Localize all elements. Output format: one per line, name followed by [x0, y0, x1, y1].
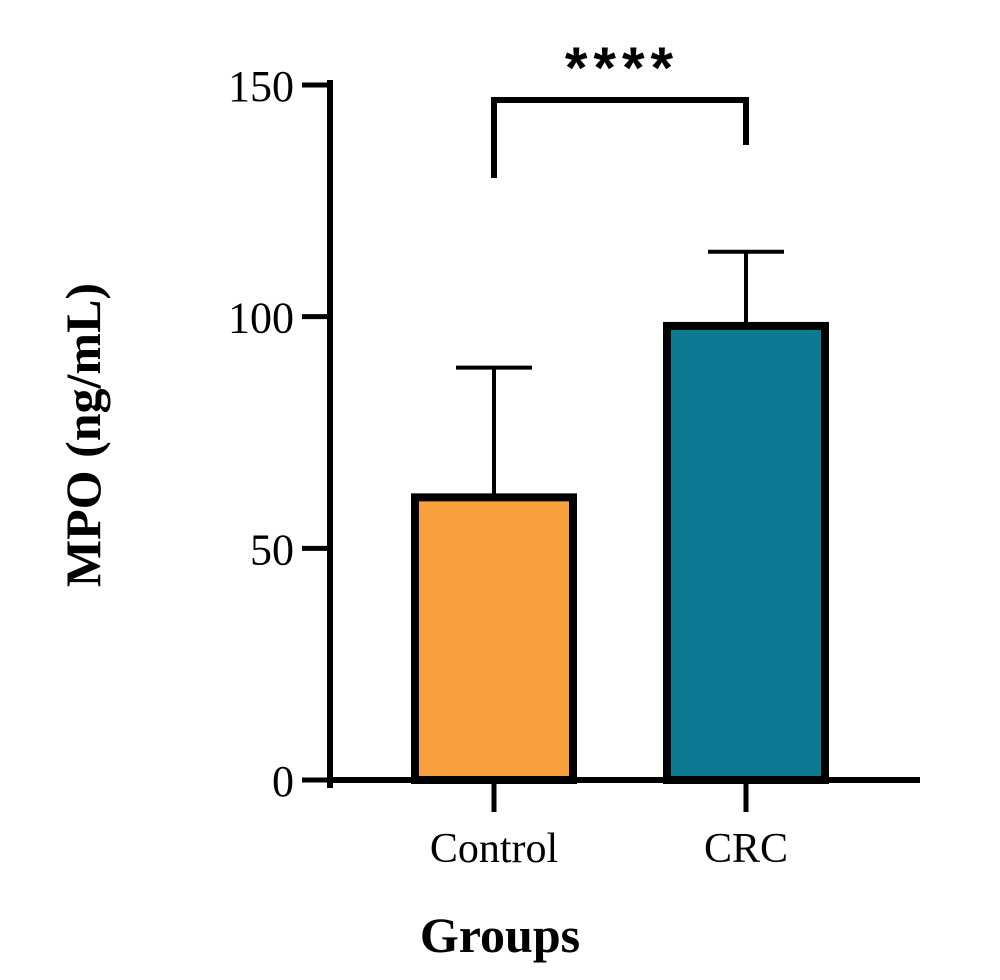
- x-tick-label-control: Control: [430, 826, 558, 872]
- y-tick-label-150: 150: [228, 62, 294, 111]
- y-axis-title: MPO (ng/mL): [55, 283, 111, 587]
- significance-bracket: [491, 97, 749, 178]
- x-tick-label-crc: CRC: [704, 826, 788, 872]
- y-tick-label-0: 0: [272, 757, 294, 806]
- bar-control: [411, 493, 577, 784]
- x-axis-title: Groups: [420, 907, 580, 963]
- significance-label: ****: [565, 36, 679, 101]
- y-tick-label-50: 50: [250, 525, 294, 574]
- chart-marks: 0 50 100 150 Control CRC ****: [228, 36, 920, 872]
- bar-crc: [663, 321, 829, 784]
- y-tick-label-100: 100: [228, 294, 294, 343]
